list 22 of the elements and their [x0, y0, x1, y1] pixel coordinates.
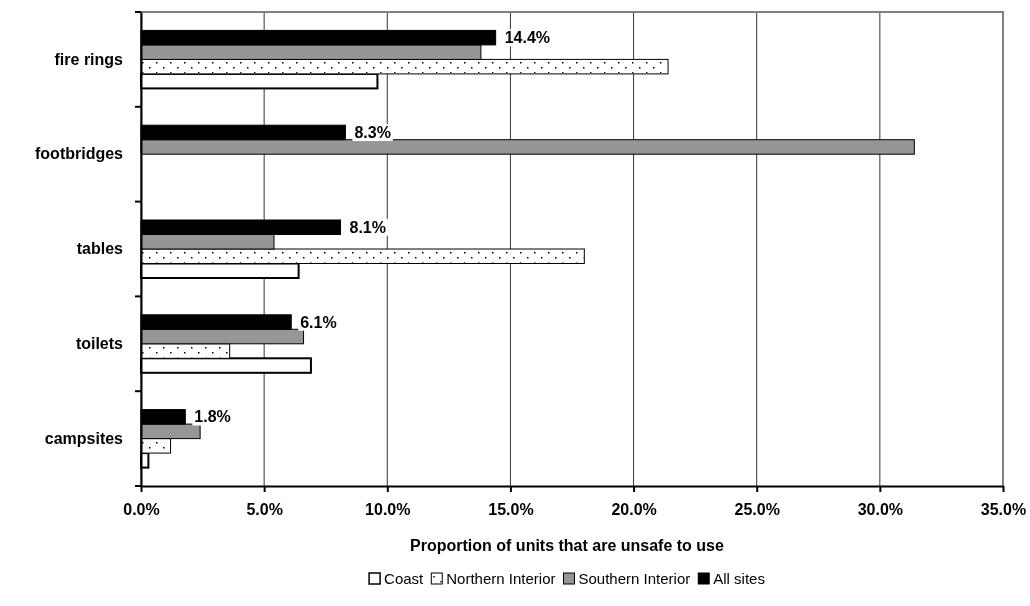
x-tick-label: 0.0%	[123, 501, 160, 519]
y-tick-label: footbridges	[35, 145, 124, 163]
data-label: 6.1%	[300, 313, 337, 331]
x-tick-label: 35.0%	[980, 501, 1027, 519]
y-tick-label: fire rings	[54, 50, 124, 68]
legend-label: Northern Interior	[446, 570, 556, 587]
x-tick-label: 30.0%	[857, 501, 904, 519]
data-label: 14.4%	[504, 29, 551, 47]
data-label: 8.1%	[349, 218, 386, 236]
legend-label: Coast	[384, 570, 425, 587]
y-tick-label: toilets	[75, 334, 124, 352]
y-tick-label: campsites	[44, 429, 124, 447]
x-tick-label: 20.0%	[611, 501, 657, 519]
x-axis-title: Proportion of units that are unsafe to use	[410, 537, 724, 554]
x-tick-label: 5.0%	[246, 501, 283, 519]
x-tick-label: 25.0%	[734, 501, 780, 519]
legend-label: Southern Interior	[578, 570, 691, 587]
legend-label: All sites	[713, 570, 765, 587]
y-tick-label: tables	[76, 240, 124, 258]
x-tick-label: 10.0%	[365, 501, 411, 519]
x-tick-label: 15.0%	[488, 501, 534, 519]
data-label: 1.8%	[194, 408, 231, 426]
